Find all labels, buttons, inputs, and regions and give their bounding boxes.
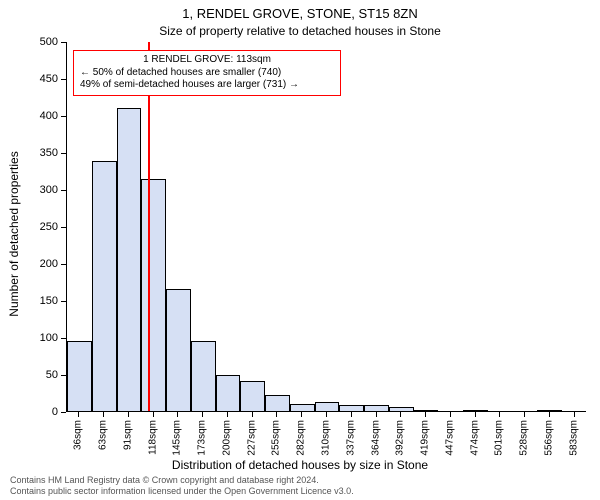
x-tick-label: 364sqm <box>370 420 381 456</box>
highlight-line <box>148 42 150 411</box>
bar <box>315 402 340 411</box>
bar <box>67 341 92 411</box>
x-tick <box>499 412 500 417</box>
x-tick <box>524 412 525 417</box>
y-tick <box>61 338 66 339</box>
bar <box>216 375 241 411</box>
bar <box>339 405 364 411</box>
bar <box>117 108 142 411</box>
chart-subtitle: Size of property relative to detached ho… <box>0 24 600 38</box>
x-tick-label: 118sqm <box>147 420 158 455</box>
x-tick-label: 501sqm <box>494 420 505 456</box>
bar <box>166 289 191 411</box>
y-tick <box>61 190 66 191</box>
bar <box>290 404 315 411</box>
x-tick-label: 474sqm <box>469 420 480 456</box>
y-tick-label: 200 <box>40 258 58 270</box>
y-axis-label: Number of detached properties <box>7 151 21 316</box>
x-tick <box>227 412 228 417</box>
x-tick <box>549 412 550 417</box>
annotation-line3: 49% of semi-detached houses are larger (… <box>80 79 334 92</box>
x-tick-label: 63sqm <box>98 420 109 450</box>
annotation-box: 1 RENDEL GROVE: 113sqm ← 50% of detached… <box>73 50 341 96</box>
x-tick <box>153 412 154 417</box>
y-tick-label: 400 <box>40 110 58 122</box>
y-tick-label: 150 <box>40 295 58 307</box>
x-tick-label: 173sqm <box>197 420 208 456</box>
annotation-line2: ← 50% of detached houses are smaller (74… <box>80 67 334 80</box>
x-tick-label: 36sqm <box>73 420 84 450</box>
x-tick <box>450 412 451 417</box>
bar <box>364 405 389 411</box>
x-tick <box>252 412 253 417</box>
x-tick-label: 255sqm <box>271 420 282 456</box>
x-tick-label: 447sqm <box>444 420 455 456</box>
x-tick-label: 145sqm <box>172 420 183 456</box>
y-tick <box>61 227 66 228</box>
y-tick <box>61 153 66 154</box>
bar <box>191 341 216 411</box>
x-axis-label: Distribution of detached houses by size … <box>0 458 600 472</box>
x-tick <box>475 412 476 417</box>
x-tick-label: 227sqm <box>246 420 257 456</box>
bar <box>463 410 488 411</box>
footer-line2: Contains public sector information licen… <box>10 486 354 496</box>
x-tick-label: 419sqm <box>420 420 431 456</box>
bar <box>141 179 166 411</box>
x-tick <box>128 412 129 417</box>
footer-attribution: Contains HM Land Registry data © Crown c… <box>10 475 354 496</box>
x-tick <box>351 412 352 417</box>
x-tick-label: 392sqm <box>395 420 406 456</box>
y-tick-label: 250 <box>40 221 58 233</box>
y-tick <box>61 412 66 413</box>
footer-line1: Contains HM Land Registry data © Crown c… <box>10 475 354 485</box>
bar <box>414 410 439 411</box>
x-tick-label: 282sqm <box>296 420 307 456</box>
annotation-line1: 1 RENDEL GROVE: 113sqm <box>80 54 334 67</box>
x-tick-label: 556sqm <box>543 420 554 456</box>
chart-plot-area <box>66 42 586 412</box>
bar <box>265 395 290 411</box>
x-tick-label: 91sqm <box>122 420 133 450</box>
x-tick <box>301 412 302 417</box>
x-tick <box>177 412 178 417</box>
y-tick-label: 300 <box>40 184 58 196</box>
y-tick <box>61 42 66 43</box>
y-tick-label: 450 <box>40 73 58 85</box>
bar <box>537 410 562 411</box>
x-tick-label: 200sqm <box>221 420 232 456</box>
x-tick <box>276 412 277 417</box>
x-tick <box>326 412 327 417</box>
x-tick <box>202 412 203 417</box>
y-tick <box>61 116 66 117</box>
bar <box>92 161 117 411</box>
x-tick <box>400 412 401 417</box>
x-tick-label: 337sqm <box>345 420 356 456</box>
x-tick <box>103 412 104 417</box>
x-tick <box>425 412 426 417</box>
x-tick-label: 310sqm <box>321 420 332 456</box>
y-tick-label: 100 <box>40 332 58 344</box>
bar <box>240 381 265 411</box>
y-tick-label: 500 <box>40 36 58 48</box>
y-tick <box>61 301 66 302</box>
y-tick-label: 350 <box>40 147 58 159</box>
x-tick-label: 528sqm <box>519 420 530 456</box>
y-tick-label: 50 <box>46 369 58 381</box>
x-tick <box>376 412 377 417</box>
y-tick-label: 0 <box>52 406 58 418</box>
x-tick <box>78 412 79 417</box>
x-tick <box>574 412 575 417</box>
y-tick <box>61 79 66 80</box>
y-tick <box>61 264 66 265</box>
bar <box>389 407 414 411</box>
y-tick <box>61 375 66 376</box>
chart-title: 1, RENDEL GROVE, STONE, ST15 8ZN <box>0 6 600 21</box>
x-tick-label: 583sqm <box>568 420 579 456</box>
